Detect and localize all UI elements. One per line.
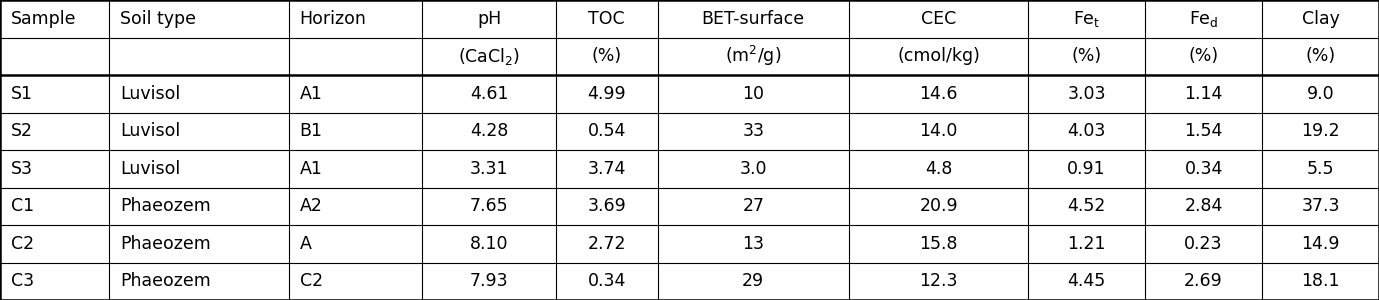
Text: 4.28: 4.28	[470, 122, 509, 140]
Text: 7.93: 7.93	[470, 272, 509, 290]
Text: 8.10: 8.10	[470, 235, 509, 253]
Text: 4.03: 4.03	[1067, 122, 1106, 140]
Text: pH: pH	[477, 10, 501, 28]
Text: (m$^2$/g): (m$^2$/g)	[725, 44, 782, 68]
Text: (%): (%)	[1071, 47, 1102, 65]
Text: (cmol/kg): (cmol/kg)	[898, 47, 980, 65]
Text: 12.3: 12.3	[920, 272, 958, 290]
Text: 3.69: 3.69	[587, 197, 626, 215]
Text: (CaCl$_2$): (CaCl$_2$)	[458, 46, 520, 67]
Text: Soil type: Soil type	[120, 10, 196, 28]
Text: 0.23: 0.23	[1185, 235, 1223, 253]
Text: Fe$_\mathrm{t}$: Fe$_\mathrm{t}$	[1073, 9, 1100, 29]
Text: 3.74: 3.74	[587, 160, 626, 178]
Text: 33: 33	[742, 122, 764, 140]
Text: 4.61: 4.61	[470, 85, 509, 103]
Text: 2.69: 2.69	[1185, 272, 1223, 290]
Text: S3: S3	[11, 160, 33, 178]
Text: Sample: Sample	[11, 10, 76, 28]
Text: 37.3: 37.3	[1302, 197, 1340, 215]
Text: 29: 29	[742, 272, 764, 290]
Text: 15.8: 15.8	[920, 235, 958, 253]
Text: 4.8: 4.8	[925, 160, 953, 178]
Text: A1: A1	[299, 160, 323, 178]
Text: Luvisol: Luvisol	[120, 160, 181, 178]
Text: 9.0: 9.0	[1307, 85, 1335, 103]
Text: 14.0: 14.0	[920, 122, 958, 140]
Text: CEC: CEC	[921, 10, 956, 28]
Text: Fe$_\mathrm{d}$: Fe$_\mathrm{d}$	[1189, 9, 1218, 29]
Text: S2: S2	[11, 122, 33, 140]
Text: 5.5: 5.5	[1307, 160, 1335, 178]
Text: 7.65: 7.65	[470, 197, 509, 215]
Text: 20.9: 20.9	[920, 197, 958, 215]
Text: 0.34: 0.34	[1185, 160, 1223, 178]
Text: 0.91: 0.91	[1067, 160, 1106, 178]
Text: TOC: TOC	[589, 10, 625, 28]
Text: (%): (%)	[1306, 47, 1336, 65]
Text: C3: C3	[11, 272, 34, 290]
Text: C2: C2	[11, 235, 34, 253]
Text: 18.1: 18.1	[1302, 272, 1340, 290]
Text: 10: 10	[742, 85, 764, 103]
Text: C1: C1	[11, 197, 34, 215]
Text: 4.99: 4.99	[587, 85, 626, 103]
Text: C2: C2	[299, 272, 323, 290]
Text: S1: S1	[11, 85, 33, 103]
Text: A: A	[299, 235, 312, 253]
Text: 3.31: 3.31	[470, 160, 509, 178]
Text: 27: 27	[742, 197, 764, 215]
Text: BET-surface: BET-surface	[702, 10, 805, 28]
Text: 0.34: 0.34	[587, 272, 626, 290]
Text: B1: B1	[299, 122, 323, 140]
Text: 19.2: 19.2	[1302, 122, 1340, 140]
Text: (%): (%)	[1189, 47, 1219, 65]
Text: 3.0: 3.0	[739, 160, 767, 178]
Text: Luvisol: Luvisol	[120, 85, 181, 103]
Text: Luvisol: Luvisol	[120, 122, 181, 140]
Text: A2: A2	[299, 197, 323, 215]
Text: Horizon: Horizon	[299, 10, 367, 28]
Text: Phaeozem: Phaeozem	[120, 197, 211, 215]
Text: 1.21: 1.21	[1067, 235, 1106, 253]
Text: 13: 13	[742, 235, 764, 253]
Text: Phaeozem: Phaeozem	[120, 272, 211, 290]
Text: 3.03: 3.03	[1067, 85, 1106, 103]
Text: Phaeozem: Phaeozem	[120, 235, 211, 253]
Text: 14.6: 14.6	[920, 85, 958, 103]
Text: (%): (%)	[592, 47, 622, 65]
Text: 1.54: 1.54	[1185, 122, 1223, 140]
Text: Clay: Clay	[1302, 10, 1339, 28]
Text: 14.9: 14.9	[1302, 235, 1340, 253]
Text: A1: A1	[299, 85, 323, 103]
Text: 2.72: 2.72	[587, 235, 626, 253]
Text: 0.54: 0.54	[587, 122, 626, 140]
Text: 4.45: 4.45	[1067, 272, 1106, 290]
Text: 2.84: 2.84	[1185, 197, 1223, 215]
Text: 4.52: 4.52	[1067, 197, 1106, 215]
Text: 1.14: 1.14	[1185, 85, 1223, 103]
